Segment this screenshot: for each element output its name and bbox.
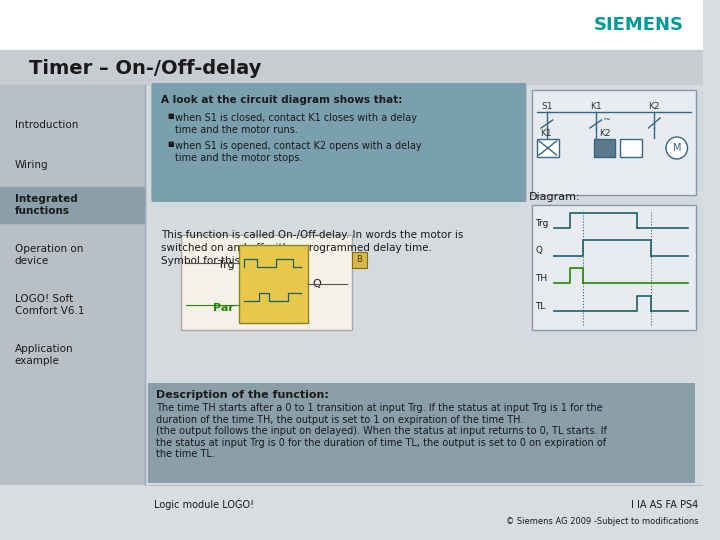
Text: LOGO! Soft
Comfort V6.1: LOGO! Soft Comfort V6.1 [14, 294, 84, 316]
Text: switched on and off with a programmed delay time.: switched on and off with a programmed de… [161, 243, 432, 253]
FancyBboxPatch shape [151, 83, 526, 202]
Bar [0, 187, 145, 223]
Text: Par: Par [214, 303, 235, 313]
Text: when S1 is closed, contact K1 closes with a delay
time and the motor runs.: when S1 is closed, contact K1 closes wit… [175, 113, 417, 134]
Bar [0, 485, 703, 540]
Text: K2: K2 [649, 102, 660, 111]
Bar [0, 50, 703, 85]
Text: Logic module LOGO!: Logic module LOGO! [154, 500, 254, 510]
Text: Introduction: Introduction [14, 120, 78, 130]
Text: A look at the circuit diagram shows that:: A look at the circuit diagram shows that… [161, 95, 402, 105]
Bar [620, 139, 642, 157]
Bar [351, 252, 367, 268]
Bar [532, 90, 696, 195]
Bar [239, 245, 307, 323]
Bar [148, 383, 696, 483]
Bar [148, 85, 703, 485]
Text: SIEMENS: SIEMENS [593, 16, 683, 34]
Text: The time TH starts after a 0 to 1 transition at input Trg. If the status at inpu: The time TH starts after a 0 to 1 transi… [156, 403, 607, 460]
Text: ~: ~ [603, 115, 611, 125]
Text: Wiring: Wiring [14, 160, 48, 170]
Text: K2: K2 [598, 129, 610, 138]
Bar [532, 205, 696, 330]
Text: B: B [356, 255, 362, 265]
Text: TL: TL [535, 302, 546, 311]
Bar [181, 235, 351, 330]
Text: I IA AS FA PS4: I IA AS FA PS4 [631, 500, 698, 510]
Text: Application
example: Application example [14, 344, 73, 366]
Text: S1: S1 [541, 102, 553, 111]
Text: Symbol for this function is: Symbol for this function is [161, 256, 298, 266]
Text: TH: TH [535, 274, 547, 284]
Bar [0, 85, 145, 485]
Text: M: M [672, 143, 681, 153]
Text: Trg: Trg [217, 260, 235, 270]
Text: © Siemens AG 2009 -Subject to modifications: © Siemens AG 2009 -Subject to modificati… [505, 517, 698, 526]
Text: Diagram:: Diagram: [529, 192, 581, 202]
Text: Trg: Trg [535, 219, 549, 228]
Text: ■: ■ [167, 113, 174, 119]
Text: Timer – On-/Off-delay: Timer – On-/Off-delay [30, 58, 261, 78]
Text: Operation on
device: Operation on device [14, 244, 83, 266]
Text: Integrated
functions: Integrated functions [14, 194, 77, 216]
Text: K1: K1 [540, 129, 552, 138]
Text: Description of the function:: Description of the function: [156, 390, 329, 400]
Text: K1: K1 [590, 102, 601, 111]
Text: when S1 is opened, contact K2 opens with a delay
time and the motor stops.: when S1 is opened, contact K2 opens with… [175, 141, 421, 163]
Text: Q: Q [535, 246, 542, 255]
Circle shape [666, 137, 688, 159]
Bar [594, 139, 615, 157]
Bar [537, 139, 559, 157]
Text: This function is called On-/Off-delay. In words the motor is: This function is called On-/Off-delay. I… [161, 230, 464, 240]
Bar [0, 0, 703, 50]
Text: Q: Q [312, 279, 321, 289]
Text: ■: ■ [167, 141, 174, 147]
